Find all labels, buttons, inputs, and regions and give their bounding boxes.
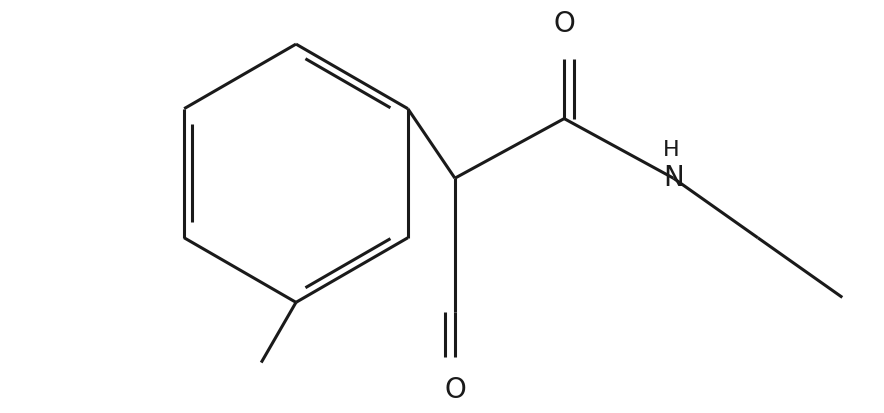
Text: N: N [663, 164, 684, 192]
Text: H: H [663, 140, 680, 160]
Text: O: O [553, 10, 575, 38]
Text: O: O [444, 376, 466, 404]
